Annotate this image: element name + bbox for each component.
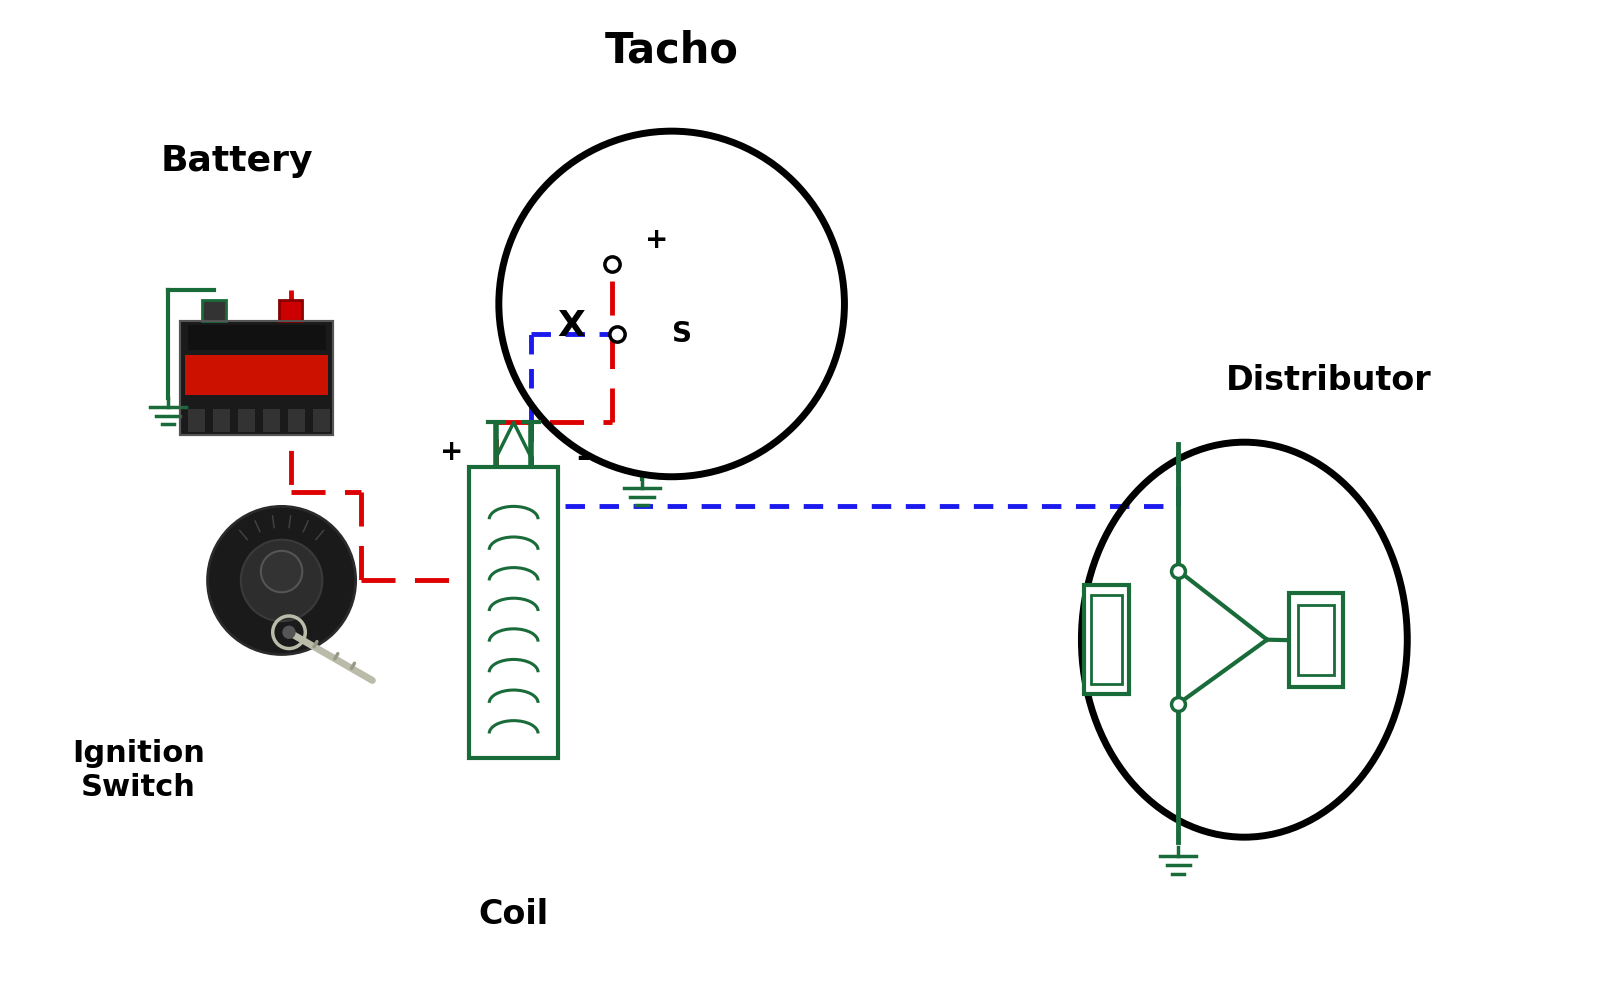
FancyBboxPatch shape — [469, 467, 558, 759]
FancyBboxPatch shape — [1091, 595, 1122, 684]
FancyBboxPatch shape — [314, 409, 330, 432]
Circle shape — [261, 551, 302, 592]
FancyBboxPatch shape — [181, 321, 333, 435]
Text: S: S — [672, 320, 691, 348]
Text: X: X — [557, 309, 586, 343]
Text: Tacho: Tacho — [605, 29, 739, 71]
Text: Switch: Switch — [82, 774, 195, 802]
FancyBboxPatch shape — [262, 409, 280, 432]
FancyBboxPatch shape — [1298, 605, 1334, 675]
FancyBboxPatch shape — [189, 325, 326, 350]
FancyBboxPatch shape — [288, 409, 306, 432]
FancyBboxPatch shape — [213, 409, 230, 432]
Text: +: + — [645, 225, 669, 254]
FancyBboxPatch shape — [189, 409, 205, 432]
Circle shape — [282, 626, 296, 638]
Circle shape — [242, 540, 322, 622]
Text: Battery: Battery — [162, 144, 314, 178]
FancyBboxPatch shape — [186, 355, 328, 395]
FancyBboxPatch shape — [1288, 593, 1342, 687]
Text: +: + — [440, 438, 462, 466]
FancyBboxPatch shape — [278, 300, 302, 321]
Text: -: - — [576, 441, 590, 474]
FancyBboxPatch shape — [238, 409, 256, 432]
Text: Distributor: Distributor — [1226, 364, 1430, 397]
FancyBboxPatch shape — [1085, 585, 1130, 694]
Text: Ignition: Ignition — [72, 739, 205, 768]
Circle shape — [208, 506, 355, 654]
Text: Coil: Coil — [478, 898, 549, 930]
FancyBboxPatch shape — [202, 300, 226, 321]
